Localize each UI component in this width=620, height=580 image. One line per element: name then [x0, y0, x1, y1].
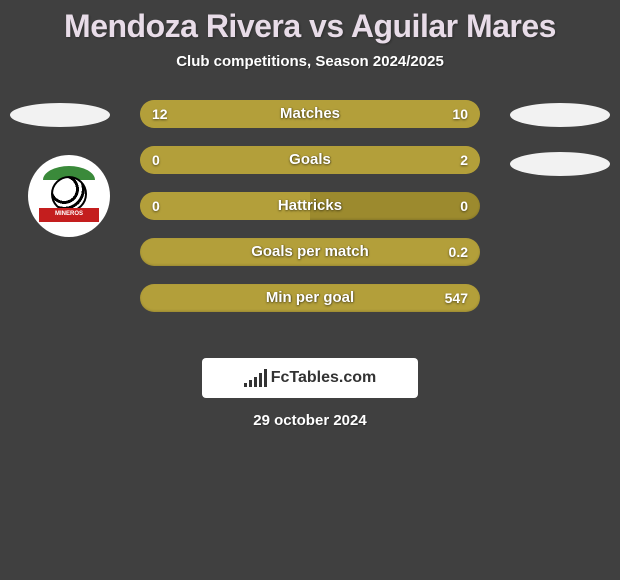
page-title: Mendoza Rivera vs Aguilar Mares — [0, 0, 620, 45]
fctables-logo: FcTables.com — [202, 358, 418, 398]
stat-label: Goals per match — [140, 238, 480, 266]
subtitle: Club competitions, Season 2024/2025 — [0, 53, 620, 70]
stat-row: 1210Matches — [140, 100, 480, 128]
logo-text: FcTables.com — [271, 369, 377, 387]
stat-label: Matches — [140, 100, 480, 128]
stat-label: Goals — [140, 146, 480, 174]
team-badge-icon: MINEROS — [35, 162, 103, 230]
stat-label: Min per goal — [140, 284, 480, 312]
stat-row: 0.2Goals per match — [140, 238, 480, 266]
stat-row: 547Min per goal — [140, 284, 480, 312]
player-right-ellipse-2 — [510, 152, 610, 176]
logo-bars-icon — [244, 369, 267, 387]
stat-label: Hattricks — [140, 192, 480, 220]
stat-bars: 1210Matches 02Goals 00Hattricks 0.2Goals pe… — [140, 100, 480, 330]
team-badge: MINEROS — [28, 155, 110, 237]
stat-row: 00Hattricks — [140, 192, 480, 220]
player-right-ellipse-1 — [510, 103, 610, 127]
player-left-ellipse — [10, 103, 110, 127]
stats-area: MINEROS 1210Matches 02Goals 00Hattricks 0.2… — [0, 100, 620, 350]
stat-row: 02Goals — [140, 146, 480, 174]
date-text: 29 october 2024 — [0, 412, 620, 429]
